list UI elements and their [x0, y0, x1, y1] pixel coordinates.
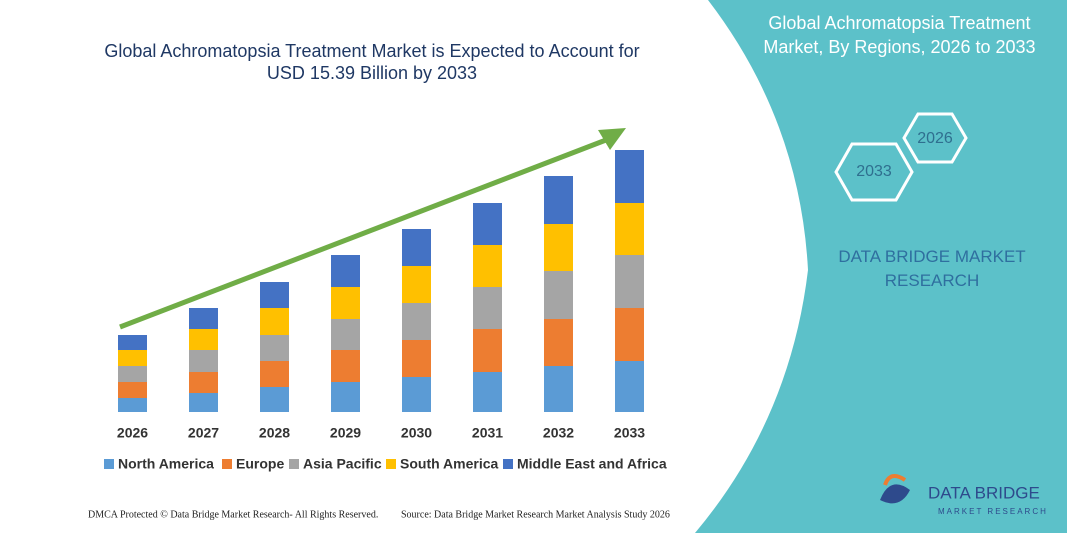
bar-segment: [615, 255, 644, 308]
bar-segment: [615, 150, 644, 203]
arrow-head: [598, 128, 626, 150]
bar-segment: [260, 308, 289, 335]
hexagon: [902, 112, 968, 164]
x-tick-label: 2032: [543, 425, 574, 441]
legend-label: Asia Pacific: [303, 456, 382, 472]
bar-segment: [331, 319, 360, 350]
bar-segment: [544, 271, 573, 319]
hexagon-label: 2033: [856, 163, 892, 180]
bar-segment: [331, 287, 360, 319]
legend-label: South America: [400, 456, 498, 472]
bar-segment: [473, 372, 502, 412]
bar-segment: [473, 287, 502, 329]
bar-segment: [189, 393, 218, 412]
bar-segment: [331, 255, 360, 287]
brand: DATA BRIDGE MARKET RESEARCH: [838, 247, 1026, 290]
bar-segment: [402, 377, 431, 412]
x-tick-label: 2029: [330, 425, 361, 441]
legend-swatch: [222, 459, 232, 469]
bar-segment: [189, 308, 218, 329]
x-tick-label: 2028: [259, 425, 290, 441]
logo-mark: [880, 484, 910, 504]
bar-segment: [189, 350, 218, 372]
bar-segment: [473, 245, 502, 287]
x-tick-label: 2027: [188, 425, 219, 441]
legend-swatch: [386, 459, 396, 469]
legend-swatch: [104, 459, 114, 469]
bar-segment: [189, 329, 218, 350]
x-tick-label: 2026: [117, 425, 148, 441]
bar-segment: [615, 308, 644, 361]
bar-segment: [260, 387, 289, 412]
bar-segment: [260, 335, 289, 361]
side-panel: [695, 0, 1067, 533]
hexagon-label: 2026: [917, 130, 953, 147]
legend-label: Middle East and Africa: [517, 456, 667, 472]
bar-segment: [118, 382, 147, 398]
bar-segment: [331, 382, 360, 412]
legend-swatch: [289, 459, 299, 469]
bar-segment: [260, 282, 289, 308]
bar-segment: [189, 372, 218, 393]
x-tick-label: 2033: [614, 425, 645, 441]
chart-title: Global Achromatopsia Treatment Market is…: [104, 41, 640, 83]
footer-right: Source: Data Bridge Market Research Mark…: [401, 509, 670, 520]
hexagon: [834, 142, 914, 202]
trend-arrow: [119, 137, 607, 330]
bar-segment: [402, 229, 431, 266]
footer-left: DMCA Protected © Data Bridge Market Rese…: [88, 509, 378, 520]
bar-segment: [402, 340, 431, 377]
bar-segment: [260, 361, 289, 387]
legend-label: Europe: [236, 456, 284, 472]
legend-label: North America: [118, 456, 214, 472]
x-tick-label: 2031: [472, 425, 503, 441]
bar-segment: [615, 203, 644, 255]
bar-segment: [544, 224, 573, 271]
bar-segment: [544, 176, 573, 224]
bar-segment: [118, 335, 147, 350]
bar-segment: [473, 203, 502, 245]
logo-tagline: MARKET RESEARCH: [938, 507, 1048, 516]
legend-swatch: [503, 459, 513, 469]
bar-segment: [473, 329, 502, 372]
bar-segment: [118, 350, 147, 366]
logo-mark: [883, 474, 907, 486]
bar-segment: [615, 361, 644, 412]
logo-name: DATA BRIDGE: [928, 483, 1040, 502]
bar-segment: [331, 350, 360, 382]
bar-segment: [402, 303, 431, 340]
bar-segment: [544, 319, 573, 366]
bar-segment: [118, 366, 147, 382]
bar-segment: [118, 398, 147, 412]
panel-title: Global Achromatopsia Treatment Market, B…: [763, 13, 1036, 57]
bar-segment: [402, 266, 431, 303]
x-tick-label: 2030: [401, 425, 432, 441]
bar-segment: [544, 366, 573, 412]
